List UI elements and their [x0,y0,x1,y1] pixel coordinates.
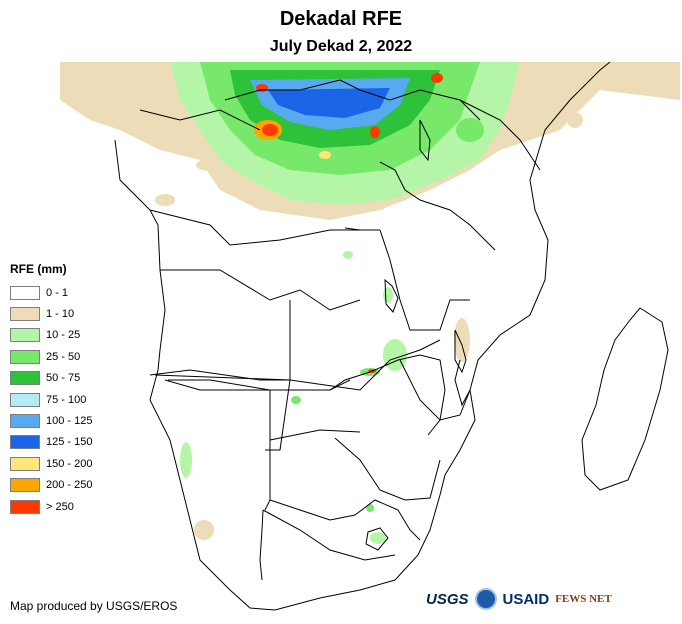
border [269,499,421,541]
legend-swatch [10,478,40,493]
rain-spot-1-10 [567,112,583,128]
credit-text: Map produced by USGS/EROS [10,599,178,613]
legend-item: 200 - 250 [10,475,92,496]
legend-label: 150 - 200 [46,457,93,470]
rain-spot-10-25 [343,251,353,259]
fews-net-logo: FEWS NET [555,593,612,605]
legend-swatch [10,392,40,407]
rain-spot-150-200 [319,151,331,159]
legend-swatch [10,435,40,450]
rain-spot-1-10 [180,442,192,478]
rain-spot-over-250 [370,126,380,138]
border [259,509,264,581]
border [379,161,496,251]
rain-spot-25-50 [366,504,374,512]
lake [454,329,467,374]
border [379,229,470,331]
legend-item: 100 - 125 [10,410,92,431]
rain-spot-1-10 [454,318,470,362]
rain-spot-1-10 [194,520,214,540]
legend-title: RFE (mm) [10,262,67,276]
logo-bar: USGS USAID FEWS NET [426,585,612,613]
legend-swatch [10,285,40,300]
legend-swatch [10,371,40,386]
border [329,354,446,436]
legend-label: 50 - 75 [46,372,81,385]
lake [384,278,399,313]
legend-item: 1 - 10 [10,303,92,324]
border [454,359,471,407]
legend-label: > 250 [46,500,74,513]
legend-swatch [10,456,40,471]
border [344,227,380,231]
map-title: Dekadal RFE [279,8,403,30]
border [289,300,441,391]
rainfall-map [60,61,680,611]
border [154,374,291,451]
legend-label: 200 - 250 [46,479,93,492]
legend-label: 10 - 25 [46,329,81,342]
usaid-logo: USAID [502,590,550,608]
rain-zone-125-150 [268,88,390,118]
legend-label: 0 - 1 [46,286,69,299]
map-subtitle: July Dekad 2, 2022 [269,38,413,55]
border [224,79,481,121]
legend: RFE (mm) 0 - 1 1 - 10 10 - 25 25 - 50 50 - 7… [10,262,92,517]
legend-item: 125 - 150 [10,432,92,453]
legend-swatch [10,414,40,429]
border [139,109,261,131]
rain-spot-1-10 [196,159,224,171]
rain-spot-25-50 [456,118,484,142]
legend-item: 25 - 50 [10,346,92,367]
rain-spot-10-25 [383,287,393,303]
legend-item: 10 - 25 [10,325,92,346]
rain-spot-10-25 [370,532,386,544]
border [334,437,441,501]
legend-item: 75 - 100 [10,389,92,410]
coastline [114,61,611,611]
boundaries [114,61,669,611]
legend-swatch [10,349,40,364]
rain-spot-over-250 [431,73,443,83]
noaa-logo [474,588,497,610]
lesotho [365,527,389,551]
border [149,369,290,381]
legend-item: 50 - 75 [10,368,92,389]
legend-label: 25 - 50 [46,350,81,363]
lake [419,119,431,162]
legend-label: 1 - 10 [46,308,75,321]
border [399,359,471,421]
border [149,209,380,246]
rainfall-field [60,62,680,544]
madagascar [581,307,669,491]
legend-item: 150 - 200 [10,453,92,474]
border [262,509,396,561]
legend-label: 75 - 100 [46,393,87,406]
legend-swatch [10,307,40,322]
legend-item: 0 - 1 [10,282,92,303]
border [459,99,541,171]
rain-spot-25-50 [291,396,301,404]
legend-swatch [10,328,40,343]
rain-spot-over-250 [262,124,278,136]
rain-spot-1-10 [155,194,175,206]
usgs-logo: USGS [426,590,469,608]
legend-swatch [10,499,40,514]
legend-item: > 250 [10,496,92,517]
legend-label: 100 - 125 [46,415,93,428]
legend-label: 125 - 150 [46,436,93,449]
border [160,269,361,311]
